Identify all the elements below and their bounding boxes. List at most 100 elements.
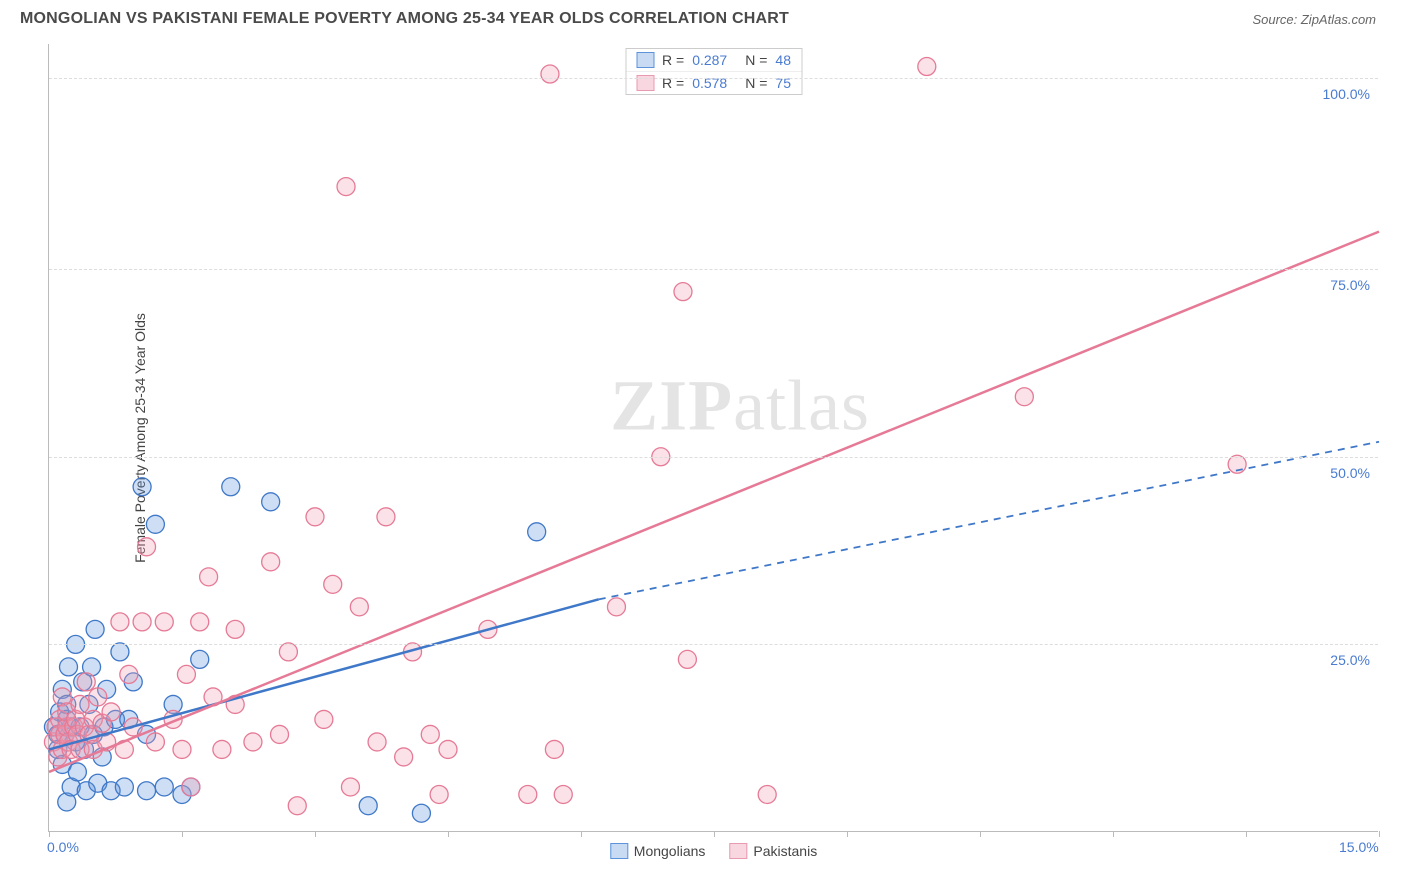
scatter-point	[758, 785, 776, 803]
scatter-point	[133, 613, 151, 631]
scatter-point	[71, 695, 89, 713]
scatter-point	[115, 778, 133, 796]
x-tick	[315, 831, 316, 837]
scatter-point	[200, 568, 218, 586]
scatter-point	[60, 658, 78, 676]
scatter-point	[678, 650, 696, 668]
scatter-point	[288, 797, 306, 815]
scatter-point	[77, 673, 95, 691]
legend-swatch	[729, 843, 747, 859]
x-tick	[49, 831, 50, 837]
scatter-point	[430, 785, 448, 803]
chart-header: MONGOLIAN VS PAKISTANI FEMALE POVERTY AM…	[0, 0, 1406, 34]
scatter-point	[120, 665, 138, 683]
scatter-point	[607, 598, 625, 616]
y-tick-label: 25.0%	[1330, 652, 1370, 668]
scatter-point	[674, 283, 692, 301]
scatter-point	[341, 778, 359, 796]
gridline	[49, 78, 1378, 79]
scatter-point	[226, 620, 244, 638]
scatter-point	[244, 733, 262, 751]
scatter-point	[191, 650, 209, 668]
x-tick	[581, 831, 582, 837]
x-tick-label: 0.0%	[47, 839, 79, 855]
stats-row: R = 0.287 N = 48	[626, 49, 801, 72]
stats-N-value: 48	[775, 52, 791, 68]
source-attribution: Source: ZipAtlas.com	[1252, 12, 1376, 27]
scatter-point	[182, 778, 200, 796]
scatter-point	[155, 613, 173, 631]
scatter-point	[421, 725, 439, 743]
scatter-point	[315, 710, 333, 728]
scatter-point	[279, 643, 297, 661]
scatter-point	[68, 763, 86, 781]
scatter-point	[177, 665, 195, 683]
scatter-point	[324, 575, 342, 593]
scatter-point	[271, 725, 289, 743]
scatter-point	[146, 733, 164, 751]
y-tick-label: 50.0%	[1330, 465, 1370, 481]
legend-item: Pakistanis	[729, 843, 817, 859]
scatter-point	[337, 178, 355, 196]
trend-line	[49, 232, 1379, 772]
scatter-point	[545, 740, 563, 758]
stats-row: R = 0.578N = 75	[626, 72, 801, 94]
scatter-point	[133, 478, 151, 496]
x-tick	[448, 831, 449, 837]
scatter-point	[395, 748, 413, 766]
scatter-point	[138, 538, 156, 556]
scatter-point	[306, 508, 324, 526]
x-tick	[714, 831, 715, 837]
x-tick	[847, 831, 848, 837]
scatter-point	[350, 598, 368, 616]
scatter-point	[359, 797, 377, 815]
stats-N-label: N =	[745, 52, 767, 68]
gridline	[49, 644, 1378, 645]
scatter-point	[89, 688, 107, 706]
gridline	[49, 269, 1378, 270]
scatter-point	[173, 740, 191, 758]
scatter-point	[1015, 388, 1033, 406]
stats-R-value: 0.287	[692, 52, 727, 68]
scatter-point	[155, 778, 173, 796]
scatter-point	[377, 508, 395, 526]
scatter-point	[111, 643, 129, 661]
y-tick-label: 75.0%	[1330, 277, 1370, 293]
chart-area: Female Poverty Among 25-34 Year Olds ZIP…	[48, 44, 1378, 832]
scatter-point	[439, 740, 457, 758]
trend-line-extrapolated	[599, 442, 1379, 600]
legend-swatch	[610, 843, 628, 859]
legend-label: Pakistanis	[753, 843, 817, 859]
stats-R-label: R =	[662, 52, 684, 68]
x-tick	[182, 831, 183, 837]
plot-svg	[49, 44, 1378, 831]
legend-swatch	[636, 52, 654, 68]
scatter-point	[519, 785, 537, 803]
scatter-point	[528, 523, 546, 541]
scatter-point	[554, 785, 572, 803]
scatter-point	[146, 515, 164, 533]
scatter-point	[541, 65, 559, 83]
scatter-point	[86, 620, 104, 638]
scatter-point	[111, 613, 129, 631]
x-tick	[1246, 831, 1247, 837]
scatter-point	[138, 782, 156, 800]
x-tick-label: 15.0%	[1339, 839, 1379, 855]
stats-legend-box: R = 0.287 N = 48 R = 0.578N = 75	[625, 48, 802, 95]
y-tick-label: 100.0%	[1323, 86, 1370, 102]
scatter-point	[222, 478, 240, 496]
scatter-point	[213, 740, 231, 758]
scatter-point	[262, 493, 280, 511]
x-tick	[980, 831, 981, 837]
x-tick	[1379, 831, 1380, 837]
scatter-point	[191, 613, 209, 631]
x-tick	[1113, 831, 1114, 837]
scatter-point	[368, 733, 386, 751]
scatter-point	[102, 703, 120, 721]
chart-title: MONGOLIAN VS PAKISTANI FEMALE POVERTY AM…	[20, 10, 789, 28]
gridline	[49, 457, 1378, 458]
bottom-legend: MongoliansPakistanis	[610, 843, 817, 859]
scatter-point	[262, 553, 280, 571]
scatter-point	[412, 804, 430, 822]
scatter-point	[918, 58, 936, 76]
